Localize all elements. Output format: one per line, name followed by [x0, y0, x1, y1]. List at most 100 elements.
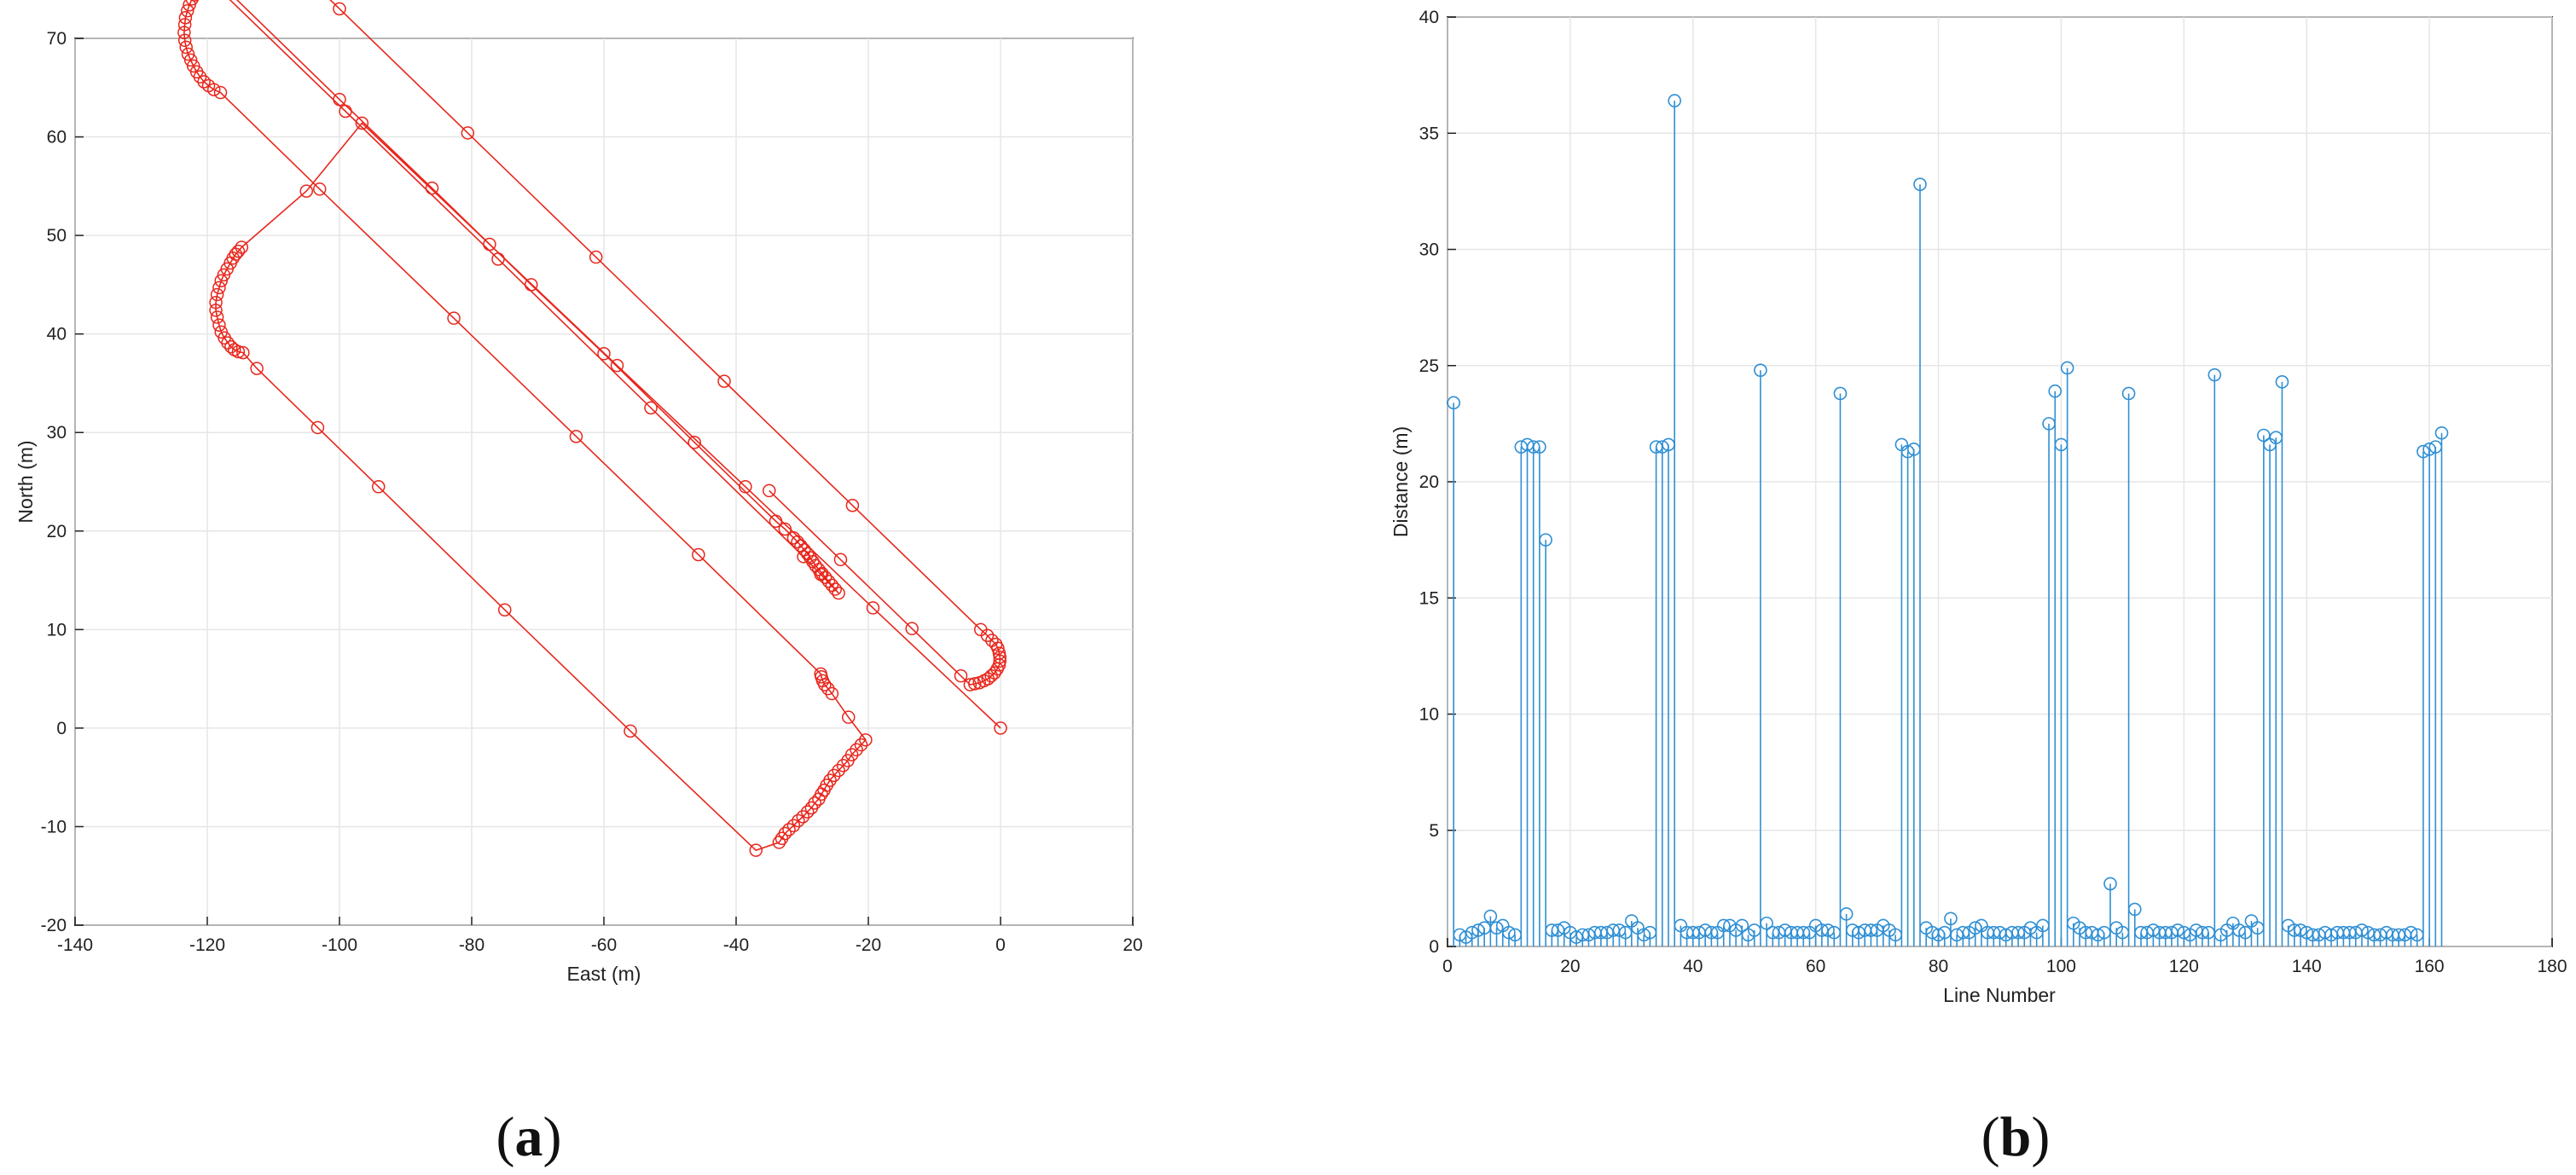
- trajectory-point: [954, 669, 968, 683]
- stem-marker: [2294, 923, 2307, 937]
- trajectory-point: [717, 374, 731, 388]
- trajectory-point: [963, 678, 978, 692]
- stem-marker: [2146, 923, 2161, 937]
- chart-b-x-tick-label: 0: [1442, 957, 1453, 976]
- trajectory-point: [310, 420, 325, 435]
- trajectory-point: [792, 813, 805, 828]
- chart-b-x-tick-label: 40: [1683, 957, 1703, 976]
- trajectory-point: [461, 126, 475, 140]
- trajectory-point: [778, 522, 792, 536]
- chart-a-x-tick-label: -120: [189, 935, 225, 955]
- trajectory-point: [814, 667, 827, 681]
- trajectory-point: [333, 2, 346, 16]
- trajectory-point: [980, 628, 995, 643]
- trajectory-point: [782, 823, 796, 836]
- chart-a-x-tick-label: 20: [1123, 935, 1142, 955]
- trajectory-point: [569, 430, 583, 443]
- trajectory-point: [178, 10, 193, 25]
- chart-a-y-tick-label: 50: [47, 226, 67, 246]
- trajectory-point: [968, 677, 982, 691]
- trajectory-point: [483, 237, 496, 252]
- trajectory-point: [197, 75, 211, 89]
- panel-label-a: (a): [496, 1106, 562, 1168]
- trajectory-point: [183, 53, 198, 67]
- trajectory-point: [210, 310, 224, 324]
- chart-b-x-tick-label: 180: [2537, 957, 2567, 976]
- trajectory-point: [993, 654, 1007, 669]
- trajectory-point: [905, 622, 919, 635]
- chart-b-x-axis-label: Line Number: [1943, 984, 2056, 1006]
- trajectory-point: [177, 18, 192, 32]
- stem-marker: [1612, 923, 1627, 937]
- trajectory-point: [833, 553, 848, 567]
- stem-marker: [2171, 923, 2184, 937]
- chart-a-y-tick-label: 60: [47, 128, 67, 148]
- trajectory-point: [825, 686, 839, 701]
- stem-marker: [1539, 533, 1552, 547]
- stem-marker: [2189, 923, 2203, 937]
- trajectory-point: [371, 480, 386, 494]
- trajectory-point: [212, 281, 226, 295]
- trajectory-point: [491, 252, 505, 266]
- trajectory-point: [786, 531, 801, 545]
- trajectory-point: [213, 85, 228, 100]
- chart-b-y-tick-label: 10: [1419, 705, 1439, 725]
- trajectory-point: [866, 601, 880, 615]
- trajectory-point: [212, 318, 226, 333]
- trajectory-point: [836, 759, 850, 773]
- chart-b-y-tick-label: 30: [1419, 240, 1439, 260]
- trajectory-point: [791, 535, 804, 549]
- trajectory-point: [217, 268, 231, 282]
- trajectory-point: [250, 362, 264, 375]
- stem-marker: [2060, 361, 2074, 375]
- trajectory-point: [644, 401, 658, 415]
- chart-b-y-axis-label: Distance (m): [1390, 426, 1412, 537]
- trajectory-point: [525, 278, 538, 292]
- trajectory-point: [231, 344, 246, 359]
- stem-marker: [1453, 928, 1467, 942]
- trajectory-point: [339, 104, 352, 119]
- trajectory-point: [844, 748, 859, 761]
- trajectory-point: [498, 603, 512, 616]
- chart-b-distance-stem: 0 20 40 60 80 100 120 140 160 180 0 5 10 15 20 25 30 35 40…: [1390, 8, 2567, 1168]
- trajectory-point: [786, 819, 801, 833]
- trajectory-point: [763, 483, 776, 498]
- chart-a-x-tick-label: 0: [995, 935, 1006, 955]
- trajectory-point: [355, 116, 369, 130]
- chart-a-y-tick-label: -20: [41, 916, 67, 935]
- trajectory-point: [769, 514, 783, 528]
- chart-b-y-tick-label: 15: [1419, 588, 1439, 608]
- trajectory-point: [778, 826, 792, 841]
- stem-marker: [2208, 368, 2222, 382]
- stem-marker: [2361, 925, 2375, 940]
- chart-b-x-tick-label: 20: [1560, 957, 1580, 976]
- stem-marker: [1760, 916, 1773, 930]
- stem-marker: [2177, 925, 2191, 940]
- trajectory-point: [177, 26, 191, 39]
- trajectory-point: [991, 641, 1005, 656]
- trajectory-point: [814, 567, 827, 582]
- trajectory-point: [181, 47, 195, 61]
- chart-b-x-tick-label: 160: [2415, 957, 2445, 976]
- trajectory-point: [610, 358, 624, 373]
- trajectory-point: [181, 3, 194, 18]
- chart-b-y-tick-label: 0: [1429, 937, 1439, 957]
- stem-marker: [2257, 428, 2271, 443]
- trajectory-point: [313, 182, 327, 196]
- chart-a-y-tick-label: 10: [47, 620, 67, 640]
- stem-marker: [1533, 440, 1546, 454]
- stem-marker: [2232, 923, 2246, 937]
- chart-b-y-tick-label: 40: [1419, 8, 1439, 27]
- chart-b-x-tick-label: 140: [2292, 957, 2322, 976]
- trajectory-point: [808, 796, 821, 810]
- trajectory-point: [800, 805, 815, 819]
- chart-a-x-tick-label: -140: [57, 935, 93, 955]
- trajectory-point: [832, 586, 845, 600]
- stem-marker: [1502, 925, 1516, 940]
- stem-marker: [2300, 925, 2314, 940]
- trajectory-point: [185, 0, 199, 6]
- trajectory-point: [828, 582, 842, 596]
- stem-marker: [1913, 177, 1927, 191]
- trajectory-point: [589, 250, 603, 264]
- chart-b-y-tick-label: 35: [1419, 124, 1439, 143]
